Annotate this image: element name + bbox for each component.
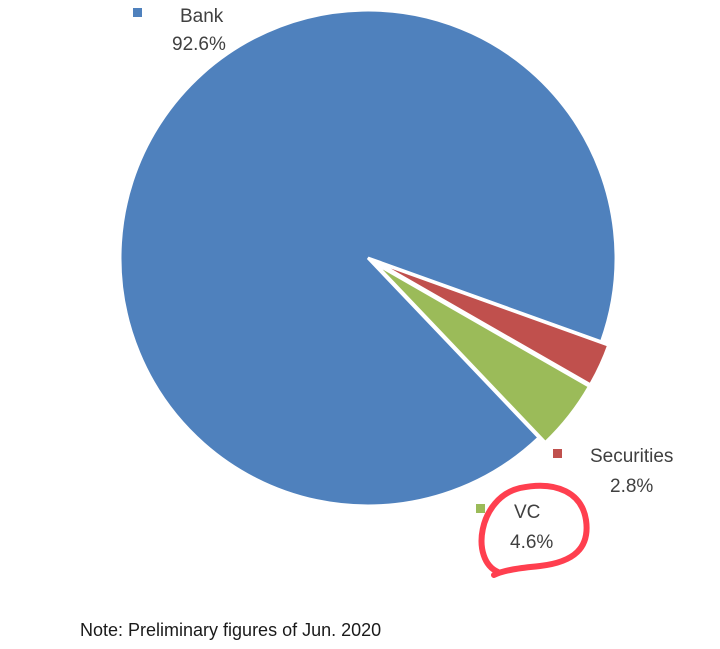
vc-highlight-annotation — [478, 482, 590, 578]
slice-label-vc: VC — [514, 502, 540, 523]
slice-value-bank: 92.6% — [172, 34, 226, 55]
slice-value-vc: 4.6% — [510, 532, 553, 553]
pie-slice-vc — [373, 261, 592, 445]
pie-chart: Bank 92.6% Securities 2.8% VC 4.6% — [118, 6, 673, 578]
legend-swatch-securities — [553, 449, 562, 458]
slice-label-bank: Bank — [180, 6, 224, 27]
slice-value-securities: 2.8% — [610, 476, 653, 497]
legend-swatch-vc — [476, 504, 485, 513]
pie-slices — [118, 8, 618, 508]
pie-labels: Bank 92.6% Securities 2.8% VC 4.6% — [133, 6, 673, 553]
pie-slice-bank — [118, 8, 618, 508]
legend-swatch-bank — [133, 8, 142, 17]
slice-label-securities: Securities — [590, 446, 673, 467]
pie-slice-securities — [374, 259, 611, 387]
footnote: Note: Preliminary figures of Jun. 2020 — [80, 620, 382, 640]
